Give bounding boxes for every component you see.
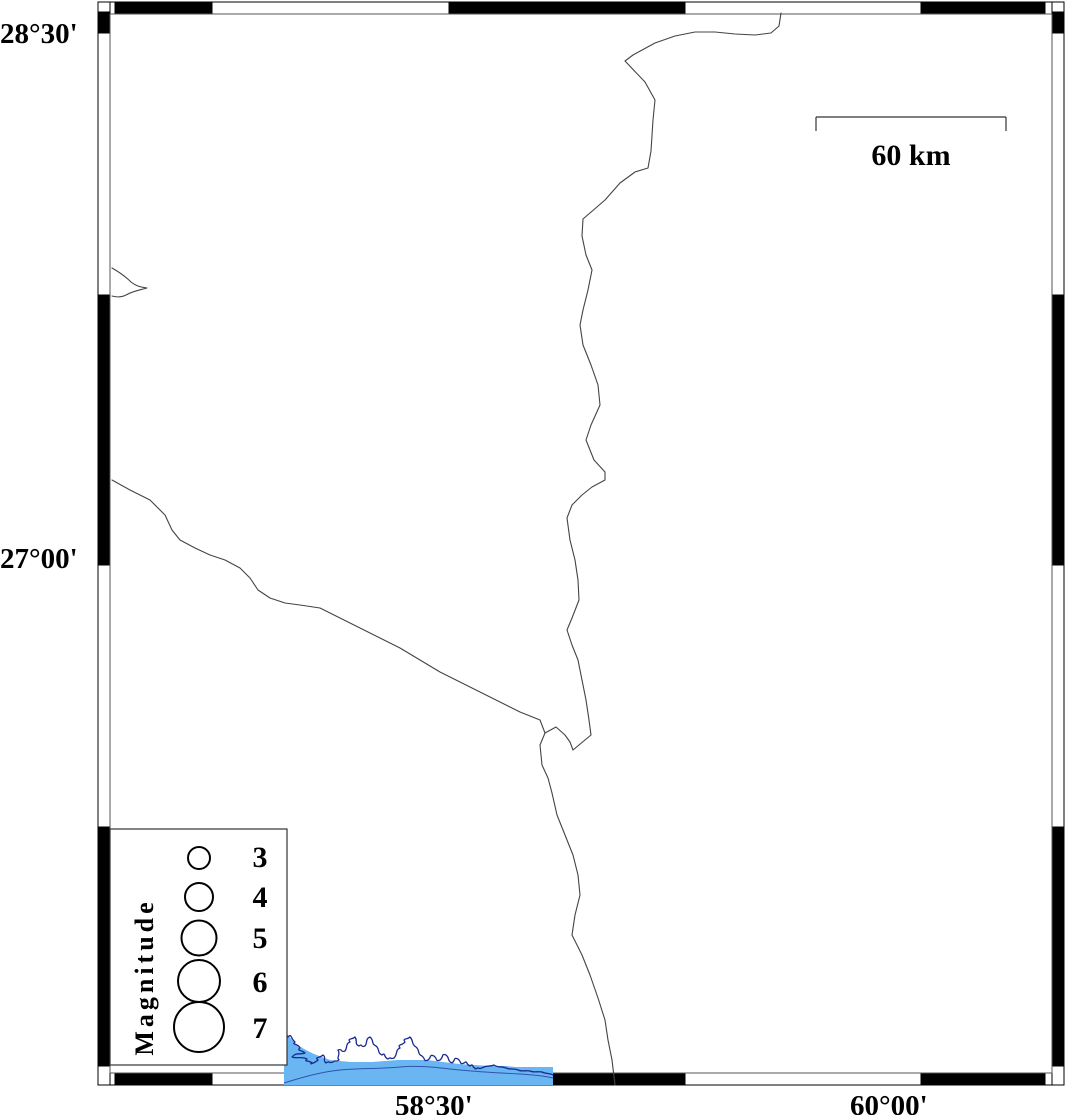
svg-text:4: 4 xyxy=(253,881,268,914)
svg-text:3: 3 xyxy=(253,841,268,874)
svg-text:60 km: 60 km xyxy=(871,139,950,172)
svg-text:6: 6 xyxy=(253,966,268,999)
svg-text:5: 5 xyxy=(253,922,268,955)
svg-text:7: 7 xyxy=(253,1012,268,1045)
svg-text:Magnitude: Magnitude xyxy=(130,898,159,1055)
